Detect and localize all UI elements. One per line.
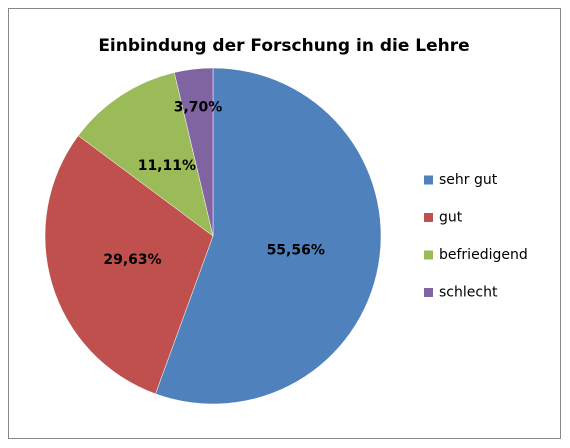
pie-slice — [155, 67, 382, 405]
legend-swatch — [424, 175, 433, 185]
data-label: 11,11% — [138, 158, 196, 174]
pie-slice — [173, 67, 214, 237]
legend-label: schlecht — [439, 285, 498, 301]
legend-swatch — [424, 213, 433, 222]
legend-label: sehr gut — [439, 172, 498, 188]
pie-slice — [77, 72, 214, 237]
data-label: 3,70% — [174, 100, 223, 116]
legend-swatch — [424, 250, 433, 260]
data-label: 29,63% — [103, 252, 161, 268]
legend-swatch — [424, 288, 433, 297]
legend-label: gut — [439, 210, 463, 226]
chart-title: Einbindung der Forschung in die Lehre — [98, 36, 469, 56]
pie-slice — [44, 135, 214, 395]
legend-label: befriedigend — [439, 247, 528, 263]
data-label: 55,56% — [267, 243, 325, 259]
